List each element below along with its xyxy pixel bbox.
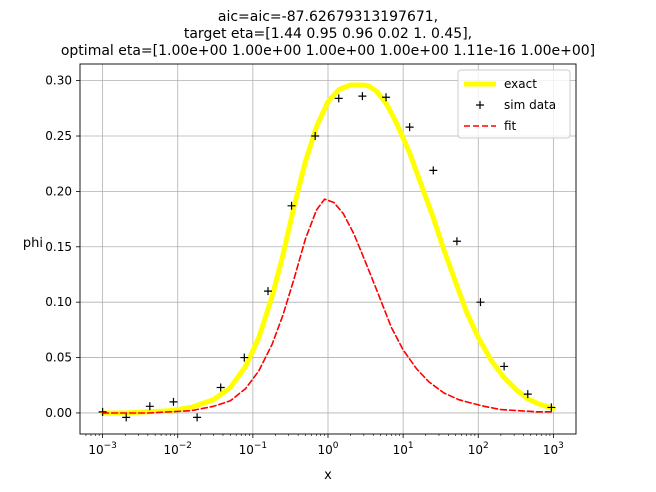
sim-data-point (216, 383, 225, 392)
legend: exact sim data fit (457, 69, 571, 139)
legend-exact-label: exact (504, 77, 537, 91)
y-tick-label: 0.25 (45, 129, 72, 143)
sim-data-point (547, 403, 556, 412)
exact-line (100, 82, 556, 416)
y-axis-label: phi (23, 236, 43, 251)
legend-sim-data-label: sim data (504, 98, 556, 112)
sim-data-point (169, 397, 178, 406)
legend-fit-label: fit (504, 119, 517, 133)
x-tick-label: 10−3 (88, 441, 117, 457)
y-tick-label: 0.05 (45, 351, 72, 365)
x-tick-label: 101 (393, 441, 414, 457)
sim-data-point (429, 166, 438, 175)
x-tick-label: 102 (468, 441, 489, 457)
title-line-2: target eta=[1.44 0.95 0.96 0.02 1. 0.45]… (184, 26, 472, 42)
title-line-1: aic=aic=-87.62679313197671, (218, 9, 438, 25)
y-tick-label: 0.30 (45, 74, 72, 88)
sim-data-point (358, 92, 367, 101)
sim-data-point (287, 201, 296, 210)
sim-data-point (405, 123, 414, 132)
sim-data-point (193, 413, 202, 422)
x-tick-label: 10−2 (163, 441, 192, 457)
y-tick-label: 0.00 (45, 406, 72, 420)
x-tick-label: 103 (543, 441, 564, 457)
x-tick-exponent: −1 (254, 441, 267, 451)
y-axis-ticks: 0.00 0.05 0.10 0.15 0.20 0.25 0.30 (45, 74, 80, 420)
sim-data-point (264, 287, 273, 296)
x-tick-label: 10−1 (239, 441, 268, 457)
plot-area (98, 82, 556, 422)
sim-data-point (500, 362, 509, 371)
sim-data-point (311, 132, 320, 141)
x-tick-exponent: −3 (104, 441, 117, 451)
sim-data-point (240, 353, 249, 362)
x-tick-label: 100 (317, 441, 338, 457)
x-tick-exponent: 3 (558, 441, 564, 451)
x-tick-exponent: 2 (483, 441, 489, 451)
sim-data-point (452, 237, 461, 246)
sim-data-point (334, 94, 343, 103)
sim-data-point (382, 93, 391, 102)
x-tick-exponent: 0 (333, 441, 339, 451)
title-line-3: optimal eta=[1.00e+00 1.00e+00 1.00e+00 … (61, 43, 595, 59)
sim-data-point (98, 407, 107, 416)
chart-title: aic=aic=-87.62679313197671, target eta=[… (61, 9, 595, 59)
y-tick-label: 0.20 (45, 184, 72, 198)
x-axis-label: x (324, 468, 332, 483)
x-tick-exponent: 1 (408, 441, 414, 451)
legend-sim-data-swatch (476, 101, 484, 109)
fit-line (101, 198, 555, 414)
sim-data-point (122, 413, 131, 422)
legend-box (457, 69, 571, 139)
x-axis-ticks: 10−3 10−2 10−1 100 101 102 103 (85, 434, 564, 457)
y-tick-label: 0.15 (45, 240, 72, 254)
sim-data-point (476, 298, 485, 307)
x-tick-exponent: −2 (179, 441, 192, 451)
y-tick-label: 0.10 (45, 295, 72, 309)
sim-data-point (523, 390, 532, 399)
sim-data-point (145, 402, 154, 411)
